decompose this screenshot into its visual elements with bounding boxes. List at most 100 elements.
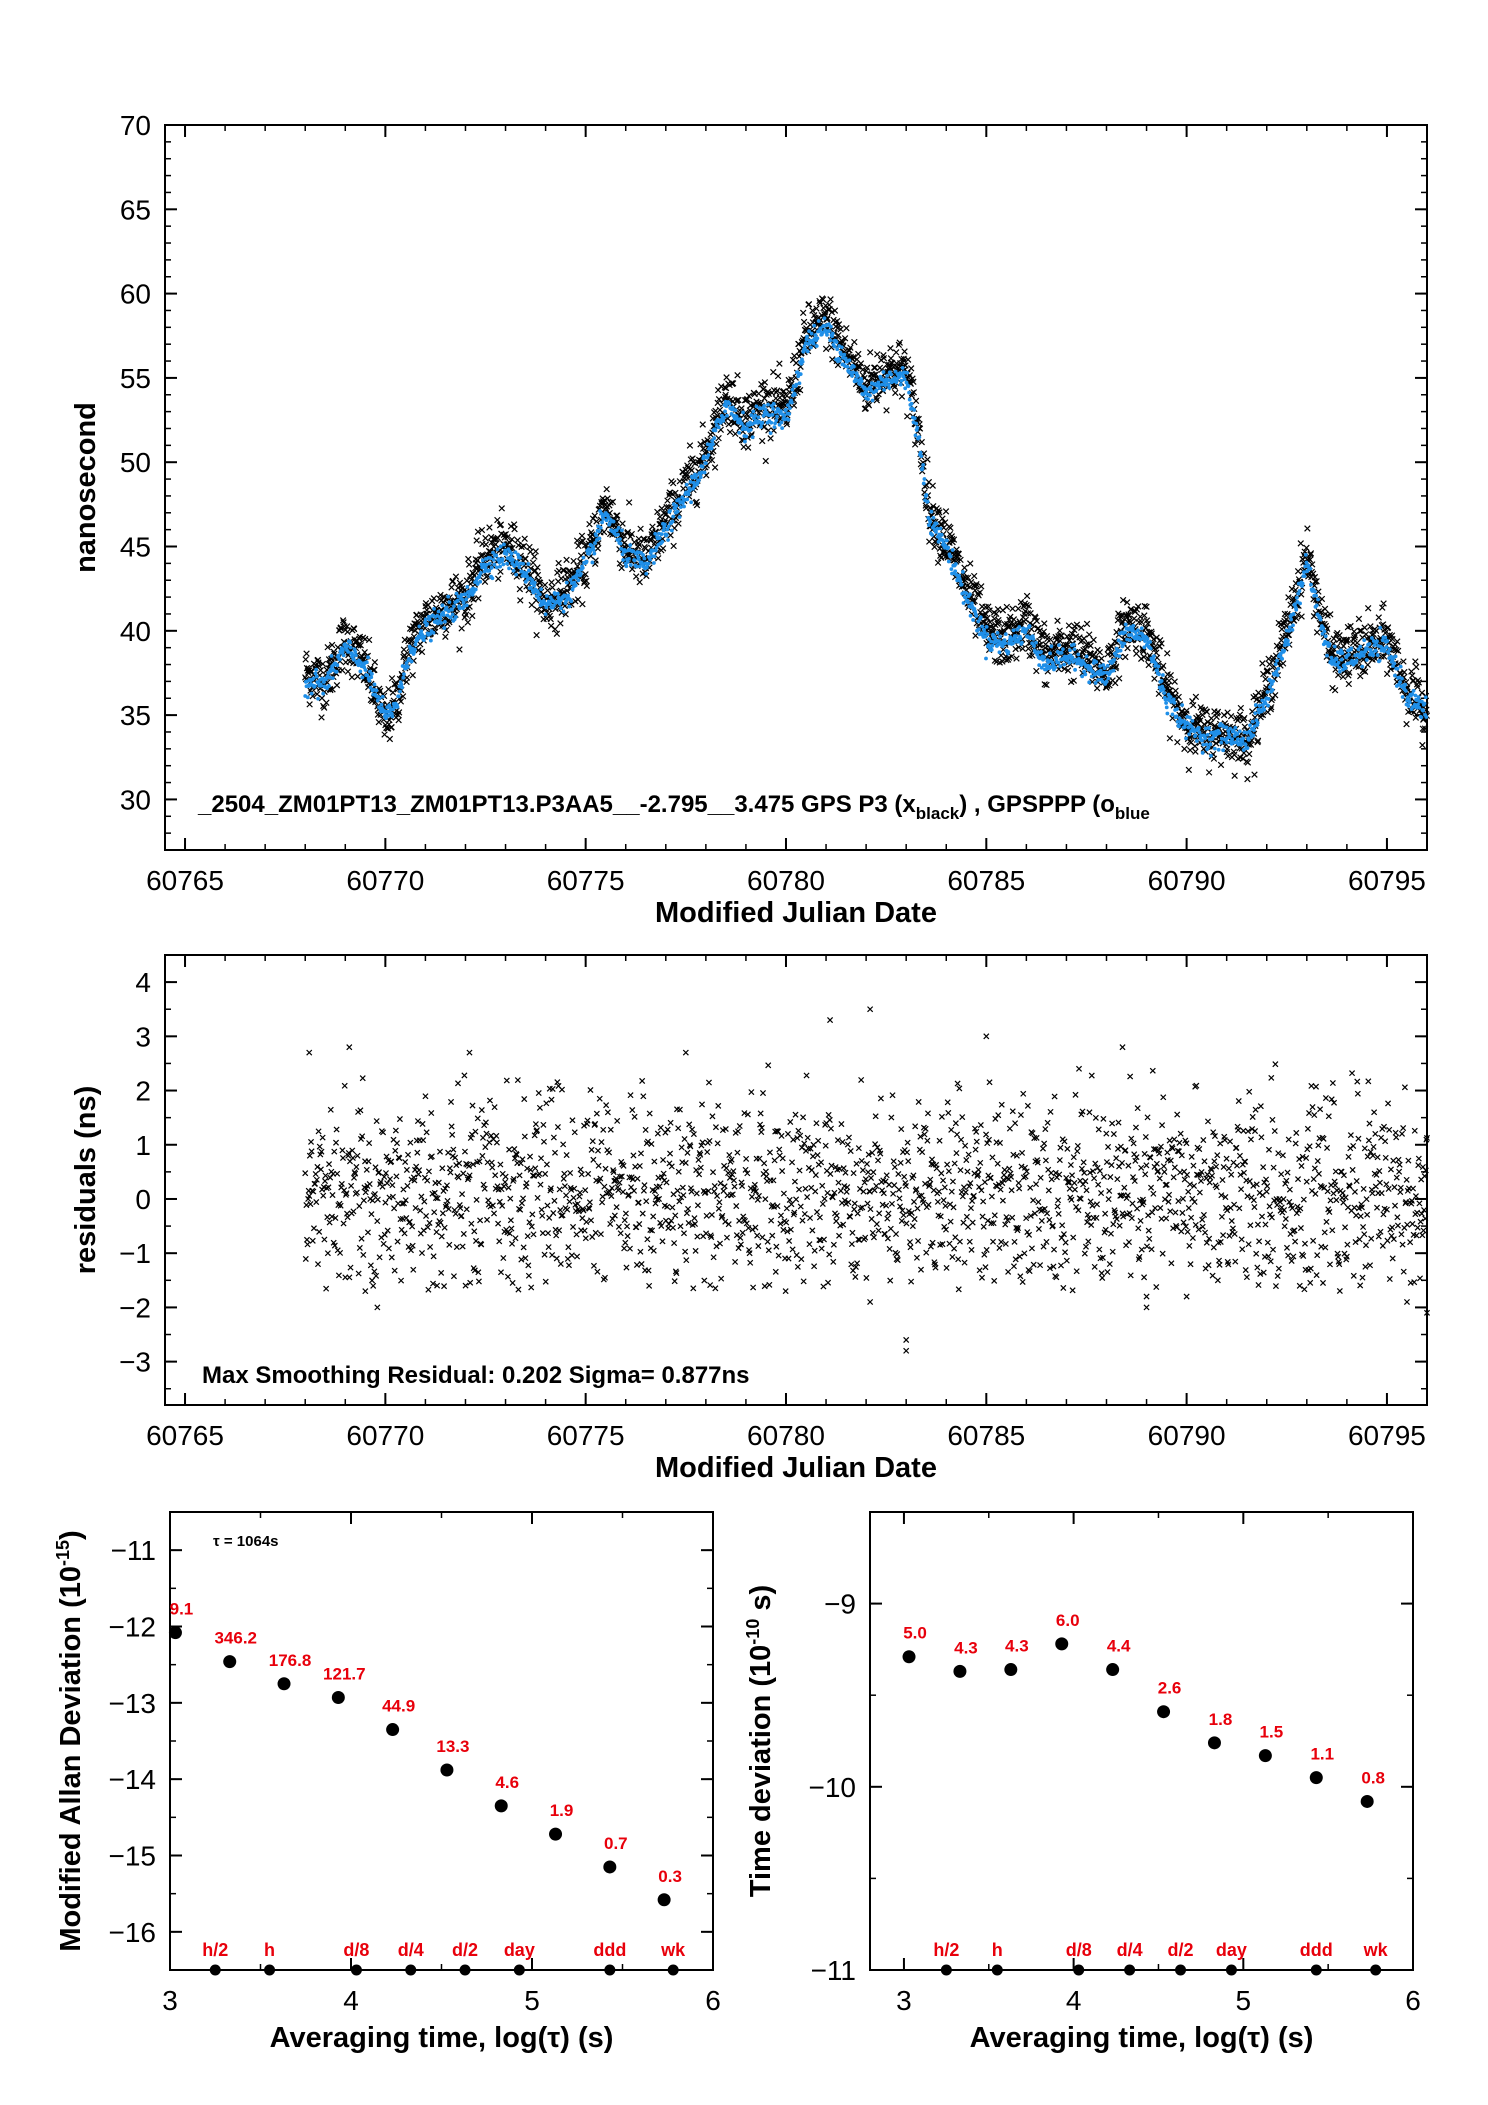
o-marker	[948, 554, 953, 559]
o-marker	[1187, 715, 1192, 720]
o-marker	[487, 568, 492, 573]
x-marker	[863, 364, 871, 371]
o-marker	[1386, 650, 1391, 655]
x-marker	[1331, 686, 1339, 694]
residual-marker	[356, 1203, 363, 1210]
residual-marker	[437, 1219, 444, 1226]
residual-marker	[302, 1170, 309, 1177]
residual-marker	[316, 1228, 323, 1235]
o-marker	[1302, 574, 1307, 578]
o-marker	[1417, 705, 1422, 710]
residual-marker	[407, 1139, 414, 1146]
x-marker	[1409, 672, 1416, 679]
o-marker	[977, 627, 981, 632]
o-marker	[837, 358, 842, 363]
residual-marker	[448, 1098, 455, 1105]
x-marker	[591, 512, 598, 519]
x-marker	[670, 542, 677, 550]
residual-marker	[420, 1227, 427, 1234]
residual-marker	[333, 1126, 340, 1133]
o-marker	[668, 508, 672, 513]
x-marker	[514, 537, 521, 544]
o-marker	[363, 668, 368, 672]
x-marker	[635, 535, 643, 543]
o-marker	[1250, 719, 1255, 724]
o-marker	[1359, 650, 1364, 655]
o-marker	[912, 408, 917, 412]
x-marker	[395, 716, 402, 724]
o-marker	[502, 542, 506, 547]
o-marker	[1039, 649, 1044, 654]
o-marker	[1193, 733, 1198, 738]
o-marker	[1228, 726, 1233, 731]
o-marker	[327, 675, 332, 680]
o-marker	[944, 538, 949, 543]
x-marker	[574, 562, 581, 570]
x-marker	[870, 364, 878, 371]
x-marker	[522, 555, 529, 563]
x-marker	[1259, 660, 1266, 667]
o-marker	[1393, 673, 1397, 678]
x-marker	[1403, 720, 1410, 728]
o-marker	[1419, 715, 1424, 720]
x-marker	[403, 674, 411, 681]
o-marker	[544, 594, 549, 598]
x-marker	[970, 572, 978, 580]
o-marker	[885, 373, 890, 378]
o-marker	[1139, 626, 1144, 631]
o-marker	[713, 428, 718, 433]
x-marker	[357, 641, 364, 649]
x-marker	[1033, 667, 1040, 675]
o-marker	[882, 387, 886, 392]
o-marker	[1411, 688, 1416, 693]
o-marker	[526, 562, 531, 566]
o-marker	[756, 415, 761, 420]
o-marker	[877, 386, 882, 391]
o-marker	[924, 493, 929, 497]
o-marker	[870, 398, 875, 403]
x-marker	[773, 387, 781, 394]
x-marker	[782, 391, 789, 398]
o-marker	[1422, 701, 1427, 706]
o-marker	[518, 555, 522, 560]
o-marker	[1291, 612, 1296, 616]
y-tick-label: 4	[135, 967, 151, 998]
o-marker	[920, 466, 925, 471]
x-marker	[302, 656, 309, 663]
x-marker	[1339, 673, 1347, 681]
residual-marker	[490, 1210, 498, 1217]
x-marker	[654, 508, 661, 516]
o-marker	[898, 382, 903, 387]
o-marker	[1371, 653, 1376, 658]
x-marker	[857, 360, 865, 367]
o-marker	[784, 407, 788, 412]
x-marker	[636, 578, 643, 586]
o-marker	[930, 532, 935, 537]
o-marker	[1056, 660, 1061, 665]
o-marker	[372, 682, 377, 687]
residual-marker	[430, 1253, 437, 1260]
residual-marker	[331, 1148, 338, 1155]
o-marker	[1164, 701, 1169, 705]
residual-marker	[321, 1178, 328, 1185]
x-marker	[578, 532, 586, 540]
x-marker	[1165, 677, 1173, 685]
x-marker	[526, 543, 533, 551]
o-marker	[578, 571, 583, 576]
residual-marker	[495, 1220, 502, 1227]
o-marker	[380, 694, 385, 699]
x-marker	[939, 515, 946, 522]
o-marker	[787, 406, 792, 411]
x-marker	[464, 619, 472, 626]
x-marker	[872, 371, 880, 378]
o-marker	[787, 412, 792, 416]
o-marker	[917, 435, 922, 440]
x-tick-label: 60780	[747, 1420, 825, 1451]
o-marker	[881, 370, 886, 374]
residual-marker	[491, 1104, 498, 1111]
o-marker	[360, 675, 365, 680]
o-marker	[1290, 627, 1295, 632]
o-marker	[1098, 664, 1102, 668]
o-marker	[594, 533, 599, 538]
o-marker	[1285, 638, 1290, 643]
